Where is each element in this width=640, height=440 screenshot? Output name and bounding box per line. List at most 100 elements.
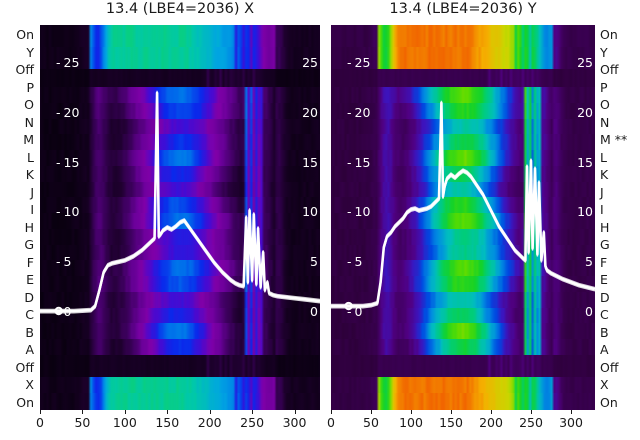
dipole-tick-d: D [600,289,610,305]
heatmap-row [331,69,595,88]
heatmap-panel-y[interactable]: -0 0-5 5-10 10-15 15-20 20-25 25 [331,25,595,410]
heatmap-row [40,134,320,151]
heatmap-row [331,25,595,48]
dipole-tick-j: J [30,184,34,200]
heatmap-row [331,150,595,167]
x-tick-label: 200 [197,415,222,430]
heatmap-row [331,102,595,120]
dipole-tick-j: J [600,184,604,200]
dipole-tick-h: H [24,219,34,235]
heatmap-row [40,47,320,70]
x-tick-label: 300 [282,415,307,430]
dipole-tick-l: L [600,149,607,165]
x-tick-mark [82,410,84,414]
heatmap-row [331,118,595,135]
dipole-tick-on: On [600,27,618,42]
heatmap-panel-x[interactable]: -0 0-5 5-10 10-15 15-20 20-25 25 [40,25,320,410]
dipole-tick-n: N [600,114,610,130]
heatmap-row [331,307,595,325]
trace-marker [344,301,353,311]
dipole-tick-d: D [24,289,34,305]
heatmap-row [331,323,595,340]
heatmap-row [331,47,595,70]
dipole-tick-e: E [26,272,34,288]
dipole-tick-l: L [27,149,34,165]
trace-line [40,93,320,314]
dipole-tick-a: A [600,342,609,358]
x-tick-mark [40,410,41,414]
heatmap-row [331,87,595,104]
dipole-tick-y: Y [600,44,608,60]
trace-line [40,91,320,313]
dipole-tick-a: A [25,342,34,358]
dipole-tick-p: P [600,79,608,95]
trace-line [331,103,595,309]
dipole-tick-g: G [600,237,610,253]
dipole-tick-b: B [25,324,34,340]
dipole-tick-k: K [25,167,34,183]
dipole-tick-on: On [16,395,34,410]
heatmap-row [40,393,320,410]
x-tick-label: 200 [479,415,503,430]
dipole-tick-on: On [16,27,34,42]
heatmap-row [40,118,320,135]
heatmap-row [331,377,595,394]
x-axis-left: 0 50 100 150 200 250 300 [36,410,320,440]
dipole-tick-off: Off [15,359,34,375]
heatmap-row [331,339,595,356]
x-tick-mark [411,410,412,414]
heatmap-row [40,291,320,309]
heatmap-row [40,69,320,88]
dipole-tick-o: O [600,97,610,113]
heatmap-row [40,102,320,120]
heatmap-image-x [40,25,320,410]
heatmap-row [331,165,595,183]
heatmap-row [40,355,320,378]
x-tick-label: 100 [399,415,423,430]
heatmap-row [40,25,320,48]
dipole-tick-g: G [24,237,34,253]
heatmap-row [40,339,320,356]
overlay-trace-y [331,100,595,311]
x-tick-mark [209,410,211,414]
heatmap-row [331,276,595,293]
x-tick-label: 100 [112,415,137,430]
heatmap-row [40,181,320,198]
dipole-tick-o: O [24,97,34,113]
dipole-tick-c: C [25,307,34,323]
overlay-trace-x [40,90,320,316]
dipole-tick-y: Y [26,44,34,60]
x-tick-label: 50 [74,415,91,430]
dipole-tick-i: I [30,202,34,218]
trace-line [331,100,595,306]
dipole-tick-off: Off [600,359,619,375]
dipole-tick-m: M [23,132,34,148]
panel-title-y: 13.4 (LBE4=2036) Y [389,1,537,17]
x-tick-label: 150 [439,415,463,430]
dipole-tick-p: P [26,79,34,95]
x-tick-label: 300 [559,415,583,430]
heatmap-row [40,276,320,293]
heatmap-row [331,134,595,151]
x-tick-mark [331,410,332,414]
dipole-tick-f: F [600,254,608,270]
x-tick-mark [531,410,532,414]
dipole-tick-n: N [24,114,34,130]
x-axis-right: 0 50 100 150 200 250 300 [327,410,595,440]
x-tick-mark [124,410,126,414]
heatmap-row [331,291,595,309]
x-tick-mark [571,410,572,414]
dipole-tick-off: Off [15,62,34,78]
trace-marker [54,306,63,316]
x-tick-mark [167,410,169,414]
dipole-axis-right: On Y Off P O N M ** L K J I H G F E D C B A Off X On [597,25,640,410]
heatmap-row [40,150,320,167]
trace-line [40,90,320,311]
dipole-tick-on: On [600,395,618,410]
x-tick-mark [252,410,254,414]
x-tick-mark [371,410,372,414]
heatmap-row [331,355,595,378]
dipole-tick-c: C [600,307,609,323]
dipole-tick-f: F [26,254,34,270]
heatmap-row [40,323,320,340]
